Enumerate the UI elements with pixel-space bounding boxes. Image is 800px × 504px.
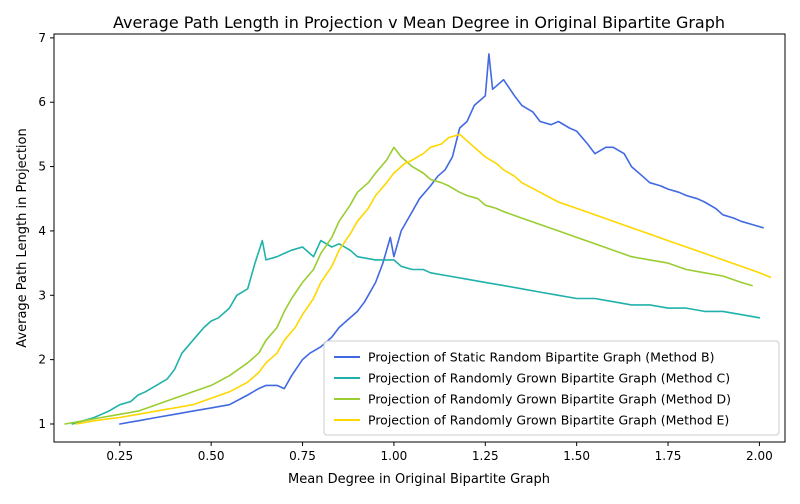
x-axis-label: Mean Degree in Original Bipartite Graph [288,472,550,487]
legend-label-1: Projection of Static Random Bipartite Gr… [368,350,714,365]
series-layer [64,53,772,425]
x-tick-label: 1.25 [472,449,499,463]
series-line-2 [71,239,761,425]
x-tick-label: 0.75 [289,449,316,463]
x-tick-label: 0.50 [198,449,225,463]
x-axis: 0.25 0.50 0.75 1.00 1.25 1.50 1.75 2.00 [106,442,773,463]
chart-title: Average Path Length in Projection v Mean… [113,13,725,32]
legend-label-4: Projection of Randomly Grown Bipartite G… [368,413,729,428]
y-tick-label: 5 [38,160,46,174]
y-tick-label: 6 [38,95,46,109]
x-tick-label: 1.50 [563,449,590,463]
legend-label-2: Projection of Randomly Grown Bipartite G… [368,371,730,386]
legend-box [323,340,780,436]
y-tick-label: 7 [38,31,46,45]
y-axis: 1 2 3 4 5 6 7 [38,31,54,431]
series-line-3 [64,146,753,425]
y-tick-label: 1 [38,417,46,431]
y-tick-label: 3 [38,288,46,302]
plot-area-frame [53,33,786,443]
x-tick-label: 0.25 [106,449,133,463]
x-tick-label: 1.75 [655,449,682,463]
series-line-1 [119,53,764,425]
y-axis-label: Average Path Length in Projection [15,128,30,347]
y-tick-label: 2 [38,353,46,367]
x-tick-label: 1.00 [381,449,408,463]
series-line-4 [75,133,772,425]
x-tick-label: 2.00 [746,449,773,463]
legend-label-3: Projection of Randomly Grown Bipartite G… [368,392,731,407]
y-tick-label: 4 [38,224,46,238]
legend: Projection of Static Random Bipartite Gr… [323,340,780,436]
